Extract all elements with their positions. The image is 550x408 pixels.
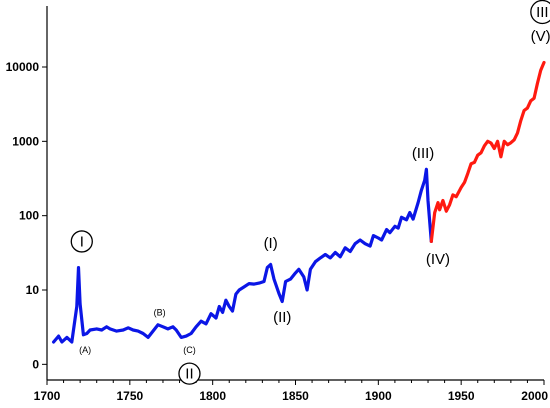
axes: 1700 1750 1800 1850 1900 1950 2000 0 10 100 1000 10… [6,6,548,403]
wave-label-text: (A) [79,345,91,355]
wave-label-circle [178,362,201,385]
y-tick-label: 100 [19,209,39,223]
wave-label-text: III [536,4,549,21]
wave-label: (III) [412,145,435,162]
wave-label: (C) [183,345,196,355]
wave-label-text: (V) [531,28,550,45]
x-tick-label: 1750 [116,389,143,403]
wave-label: II [178,362,201,385]
x-tick-label: 1850 [282,389,309,403]
wave-label: I [70,230,93,253]
wave-label-text: (I) [264,235,278,252]
wave-label-text: (III) [412,145,435,162]
wave-label-text: II [185,366,193,383]
wave-label: III [530,0,550,25]
wave-label: (A) [79,345,91,355]
y-tick-label: 0 [32,357,39,371]
x-tick-label: 1950 [448,389,475,403]
wave-label-text: (IV) [426,251,450,268]
x-tick-label: 2000 [521,389,548,403]
x-tick-label: 1700 [34,389,61,403]
series-line-2 [429,60,546,243]
series-line-1 [52,167,433,344]
annotations-group: I (A) (B) (C) II (I) (II) (III) (IV) (V) III [70,0,550,385]
wave-label: (IV) [426,251,450,268]
wave-label-text: (C) [183,345,196,355]
y-tick-label: 10000 [6,60,40,74]
y-tick-label: 1000 [12,134,39,148]
wave-label: (B) [154,307,166,317]
wave-label-text: (B) [154,307,166,317]
wave-label-text: (II) [273,309,291,326]
series-group [52,60,546,344]
wave-label: (I) [264,235,278,252]
wave-label-text: I [80,233,84,250]
wave-label: (V) [531,28,550,45]
x-tick-label: 1900 [365,389,392,403]
y-tick-label: 10 [26,283,40,297]
wave-label-circle [70,230,93,253]
wave-label: (II) [273,309,291,326]
wave-label-circle [530,0,550,25]
x-tick-label: 1800 [199,389,226,403]
